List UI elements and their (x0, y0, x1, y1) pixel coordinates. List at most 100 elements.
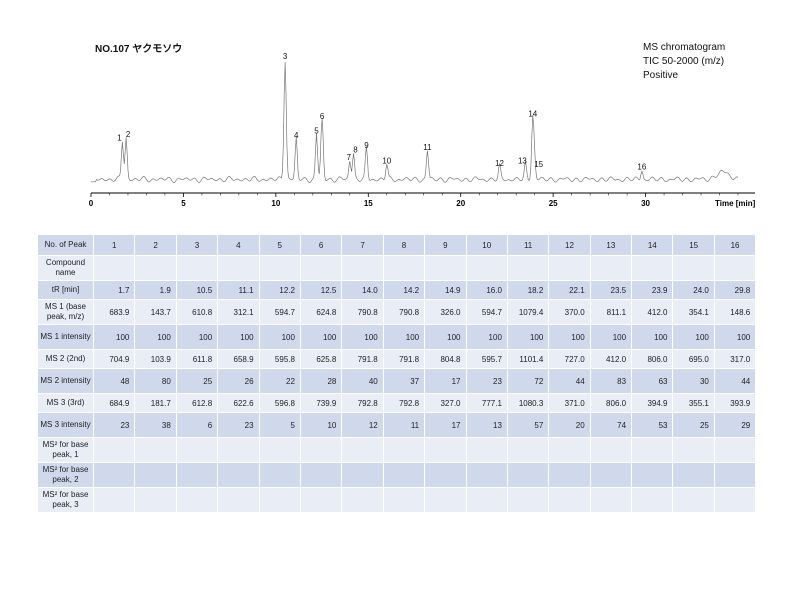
peak-label: 1 (117, 134, 122, 143)
table-cell: 612.8 (175, 393, 219, 413)
table-cell: 181.7 (134, 393, 177, 413)
table-row: Compound name (37, 255, 757, 281)
table-cell (92, 437, 136, 463)
table-cell: 371.0 (548, 393, 591, 413)
table-cell: 38 (134, 412, 177, 438)
table-cell: 6 (299, 234, 343, 256)
peak-label: 14 (528, 110, 537, 119)
table-cell: 595.8 (258, 349, 301, 369)
table-cell: 100 (506, 324, 550, 350)
peak-label: 16 (637, 162, 646, 171)
table-cell (548, 437, 591, 463)
table-cell: 14.9 (424, 280, 467, 300)
table-cell: 100 (382, 324, 426, 350)
table-cell: 791.8 (382, 349, 426, 369)
table-cell: 11 (506, 234, 550, 256)
table-cell (175, 255, 219, 281)
row-header: tR [min] (37, 280, 94, 300)
table-cell: 100 (465, 324, 508, 350)
table-cell: 8 (382, 234, 426, 256)
table-row: MS 3 (3rd) 684.9 181.7 612.8 622.6 596.8 739.9… (37, 393, 757, 413)
table-cell (589, 255, 633, 281)
x-tick-label: 5 (181, 199, 186, 208)
table-cell: 13 (465, 412, 508, 438)
table-cell: 16 (713, 234, 757, 256)
table-cell: 611.8 (175, 349, 219, 369)
x-tick-label: 30 (641, 199, 650, 208)
table-cell: 100 (589, 324, 633, 350)
table-cell: 727.0 (548, 349, 591, 369)
table-cell: 23 (217, 412, 260, 438)
x-tick-label: 20 (456, 199, 465, 208)
table-cell (134, 487, 177, 513)
table-cell: 25 (175, 368, 219, 394)
table-cell: 100 (672, 324, 715, 350)
chromatogram-trace (91, 61, 739, 183)
table-cell (217, 255, 260, 281)
table-row: MS² for base peak, 3 (37, 487, 757, 513)
table-cell: 14.2 (382, 280, 426, 300)
table-cell: 12 (341, 412, 384, 438)
table-cell: 792.8 (382, 393, 426, 413)
table-cell (506, 462, 550, 488)
table-cell: 16.0 (465, 280, 508, 300)
table-cell: 23.5 (589, 280, 633, 300)
table-cell: 790.8 (382, 299, 426, 325)
table-cell: 12.2 (258, 280, 301, 300)
table-cell (175, 487, 219, 513)
table-cell (382, 437, 426, 463)
table-cell: 394.9 (631, 393, 674, 413)
table-cell: 10.5 (175, 280, 219, 300)
table-cell: 792.8 (341, 393, 384, 413)
peak-label: 7 (347, 153, 352, 162)
table-cell (299, 487, 343, 513)
chromatogram-info: MS chromatogram TIC 50-2000 (m/z) Positi… (643, 41, 725, 83)
table-cell (713, 462, 757, 488)
table-cell: 74 (589, 412, 633, 438)
table-cell: 412.0 (631, 299, 674, 325)
table-cell (217, 462, 260, 488)
row-header: MS 2 intensity (37, 368, 94, 394)
table-cell: 100 (258, 324, 301, 350)
table-cell (672, 462, 715, 488)
table-cell (424, 462, 467, 488)
table-row: MS 2 (2nd) 704.9 103.9 611.8 658.9 595.8 625.8… (37, 349, 757, 369)
peak-label: 10 (382, 156, 391, 165)
table-cell: 811.1 (589, 299, 633, 325)
info-line-polarity: Positive (643, 70, 679, 81)
peak-label: 12 (495, 159, 504, 168)
table-cell: 44 (713, 368, 757, 394)
table-cell: 1080.3 (506, 393, 550, 413)
table-cell: 23.9 (631, 280, 674, 300)
row-header: MS 1 intensity (37, 324, 94, 350)
table-cell: 326.0 (424, 299, 467, 325)
table-cell: 3 (175, 234, 219, 256)
table-cell: 29 (713, 412, 757, 438)
peak-table: No. of Peak 1 2 3 4 5 6 7 8 9 10 11 12 13 14 15 16 Compou… (37, 234, 757, 513)
x-tick-label: 0 (89, 199, 94, 208)
peak-label: 6 (320, 112, 325, 121)
table-cell (92, 487, 136, 513)
peak-label: 9 (364, 141, 369, 150)
table-cell: 355.1 (672, 393, 715, 413)
row-header: MS 1 (base peak, m/z) (37, 299, 94, 325)
table-cell: 806.0 (631, 349, 674, 369)
table-cell (134, 437, 177, 463)
table-cell (299, 437, 343, 463)
table-cell (672, 437, 715, 463)
x-axis-label: Time [min] (715, 199, 756, 208)
x-tick-label: 10 (271, 199, 280, 208)
table-cell: 695.0 (672, 349, 715, 369)
table-cell: 100 (175, 324, 219, 350)
table-cell: 22 (258, 368, 301, 394)
peak-label: 13 (518, 156, 527, 165)
table-cell (258, 437, 301, 463)
table-cell (631, 437, 674, 463)
table-cell: 57 (506, 412, 550, 438)
table-cell: 10 (299, 412, 343, 438)
table-cell: 791.8 (341, 349, 384, 369)
table-cell: 22.1 (548, 280, 591, 300)
table-cell (258, 462, 301, 488)
table-cell (382, 255, 426, 281)
table-cell (548, 255, 591, 281)
